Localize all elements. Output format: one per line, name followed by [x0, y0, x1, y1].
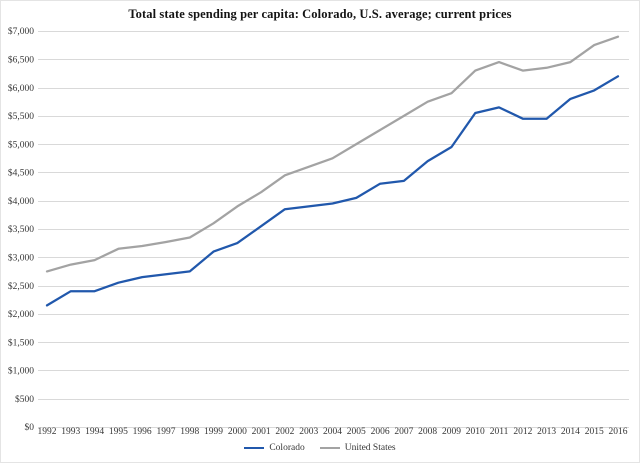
- y-tick-label: $3,500: [8, 224, 34, 235]
- y-tick-label: $500: [15, 394, 34, 405]
- x-tick-label: 2008: [418, 427, 437, 437]
- x-tick-label: 2002: [275, 427, 294, 437]
- y-tick-label: $1,500: [8, 337, 34, 348]
- x-tick-label: 2003: [299, 427, 318, 437]
- x-tick-label: 2015: [585, 427, 604, 437]
- x-tick-label: 1994: [85, 427, 104, 437]
- legend-swatch-colorado: [244, 447, 265, 449]
- x-tick-label: 2010: [466, 427, 485, 437]
- y-tick-label: $6,500: [8, 54, 34, 65]
- y-tick-label: $7,000: [8, 26, 34, 37]
- y-tick-label: $1,000: [8, 366, 34, 377]
- y-tick-label: $6,000: [8, 83, 34, 94]
- legend-swatch-united-states: [319, 447, 340, 449]
- x-tick-label: 2011: [490, 427, 509, 437]
- x-tick-label: 1996: [133, 427, 152, 437]
- legend-item-colorado: Colorado: [244, 443, 305, 453]
- legend-label-colorado: Colorado: [269, 443, 305, 453]
- x-tick-label: 2007: [394, 427, 413, 437]
- x-tick-label: 2014: [561, 427, 580, 437]
- y-tick-label: $5,000: [8, 139, 34, 150]
- x-tick-label: 1997: [156, 427, 175, 437]
- x-tick-label: 2013: [537, 427, 556, 437]
- x-tick-label: 1995: [109, 427, 128, 437]
- x-tick-label: 2006: [371, 427, 390, 437]
- y-tick-label: $0: [25, 422, 35, 433]
- legend-label-united-states: United States: [344, 443, 396, 453]
- chart-title: Total state spending per capita: Colorad…: [128, 7, 512, 21]
- y-tick-label: $2,000: [8, 309, 34, 320]
- x-tick-label: 1998: [180, 427, 199, 437]
- y-tick-label: $4,000: [8, 196, 34, 207]
- x-tick-label: 2001: [252, 427, 271, 437]
- series-line-united-states: [45, 35, 620, 273]
- y-tick-label: $2,500: [8, 281, 34, 292]
- series-line-colorado: [45, 75, 620, 307]
- chart-legend: Colorado United States: [1, 440, 639, 456]
- x-tick-label: 2016: [609, 427, 628, 437]
- x-tick-label: 2012: [513, 427, 532, 437]
- x-tick-label: 2004: [323, 427, 342, 437]
- x-tick-label: 2009: [442, 427, 461, 437]
- x-tick-label: 2000: [228, 427, 247, 437]
- legend-item-united-states: United States: [319, 443, 396, 453]
- y-tick-label: $4,500: [8, 168, 34, 179]
- y-tick-label: $3,000: [8, 252, 34, 263]
- x-tick-label: 1993: [61, 427, 80, 437]
- y-tick-label: $5,500: [8, 111, 34, 122]
- x-tick-label: 2005: [347, 427, 366, 437]
- x-tick-label: 1992: [38, 427, 57, 437]
- x-tick-label: 1999: [204, 427, 223, 437]
